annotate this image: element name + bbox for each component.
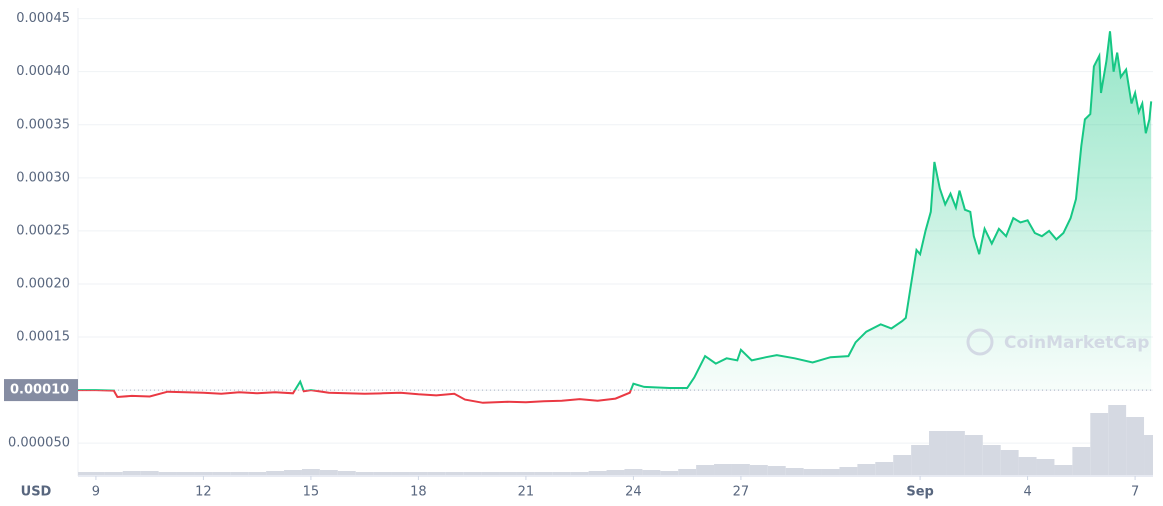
volume-bar	[1090, 413, 1109, 475]
volume-bar	[696, 465, 715, 475]
volume-bar	[319, 470, 338, 475]
volume-bar	[1126, 417, 1145, 475]
volume-bar	[552, 472, 571, 475]
volume-bar	[660, 471, 679, 475]
volume-bar	[104, 472, 123, 475]
volume-bar	[355, 472, 374, 475]
volume-bar	[391, 472, 410, 475]
volume-bar	[1072, 447, 1091, 475]
volume-bar	[875, 462, 894, 475]
x-tick-label: 27	[733, 485, 750, 500]
x-tick-label: 21	[518, 485, 535, 500]
x-tick-label: 12	[195, 485, 212, 500]
y-tick-label: 0.00045	[16, 11, 70, 26]
volume-bar	[606, 470, 625, 475]
price-area	[294, 31, 1152, 391]
volume-bar	[767, 466, 786, 475]
watermark: CoinMarketCap	[966, 328, 1149, 356]
volume-bar	[445, 472, 464, 475]
volume-bar	[158, 472, 177, 475]
x-tick-label: 15	[303, 485, 320, 500]
volume-bar	[1144, 435, 1153, 475]
volume-bar	[194, 472, 213, 475]
volume-bar	[964, 435, 983, 475]
volume-bar	[1036, 459, 1055, 475]
volume-bar	[86, 472, 105, 475]
y-tick-label: 0.00040	[16, 64, 70, 79]
x-tick-label: 4	[1023, 485, 1031, 500]
volume-bar	[463, 472, 482, 475]
volume-bar	[427, 472, 446, 475]
x-tick-label: 9	[92, 485, 100, 500]
watermark-text: CoinMarketCap	[1004, 333, 1149, 353]
volume-bar	[481, 472, 500, 475]
x-tick-label: 18	[410, 485, 427, 500]
x-tick-label: 7	[1131, 485, 1139, 500]
axis-label: USD	[21, 485, 52, 500]
price-line-down	[78, 390, 632, 404]
volume-bar	[516, 472, 535, 475]
volume-bar	[803, 469, 822, 475]
volume-bar	[1018, 457, 1037, 475]
volume-bar	[588, 471, 607, 475]
y-tick-label: 0.00010	[10, 383, 69, 398]
volume-bar	[301, 469, 320, 475]
y-tick-label: 0.00025	[16, 223, 70, 238]
volume-bar	[893, 455, 912, 475]
volume-bar	[499, 472, 517, 475]
volume-bar	[266, 471, 285, 475]
volume-bar	[212, 472, 231, 475]
volume-bar	[78, 472, 96, 475]
y-tick-label: 0.00030	[16, 170, 70, 185]
volume-bar	[857, 464, 876, 475]
volume-bar	[122, 471, 141, 475]
volume-bar	[534, 472, 553, 475]
volume-bar	[714, 464, 732, 475]
volume-bar	[946, 431, 965, 475]
current-price-box	[4, 379, 78, 402]
volume-bar	[749, 465, 768, 475]
volume-bar	[570, 472, 589, 475]
y-tick-label: 0.000050	[8, 436, 70, 451]
volume-bar	[248, 472, 267, 475]
volume-bar	[409, 472, 428, 475]
y-tick-label: 0.00020	[16, 276, 70, 291]
volume-bar	[785, 468, 804, 475]
volume-bar	[839, 467, 858, 475]
x-tick-label: 24	[625, 485, 642, 500]
price-line-up	[78, 31, 1153, 391]
volume-bar	[821, 469, 840, 475]
volume-bar	[176, 472, 195, 475]
y-tick-label: 0.00015	[16, 330, 70, 345]
volume-bar	[678, 469, 697, 475]
volume-bar	[1054, 465, 1073, 475]
volume-bar	[929, 431, 947, 475]
volume-bar	[1000, 450, 1019, 475]
volume-bar	[911, 445, 930, 475]
volume-bar	[982, 445, 1001, 475]
volume-bar	[731, 464, 750, 475]
y-tick-label: 0.00035	[16, 117, 70, 132]
volume-bar	[642, 470, 661, 475]
volume-bar	[230, 472, 249, 475]
watermark-icon	[966, 328, 994, 356]
x-tick-label: Sep	[906, 485, 934, 500]
volume-bar	[284, 470, 302, 475]
volume-bar	[337, 471, 356, 475]
volume-bar	[140, 471, 159, 475]
volume-bar	[624, 469, 643, 475]
volume-bar	[1108, 405, 1127, 475]
volume-bar	[373, 472, 392, 475]
